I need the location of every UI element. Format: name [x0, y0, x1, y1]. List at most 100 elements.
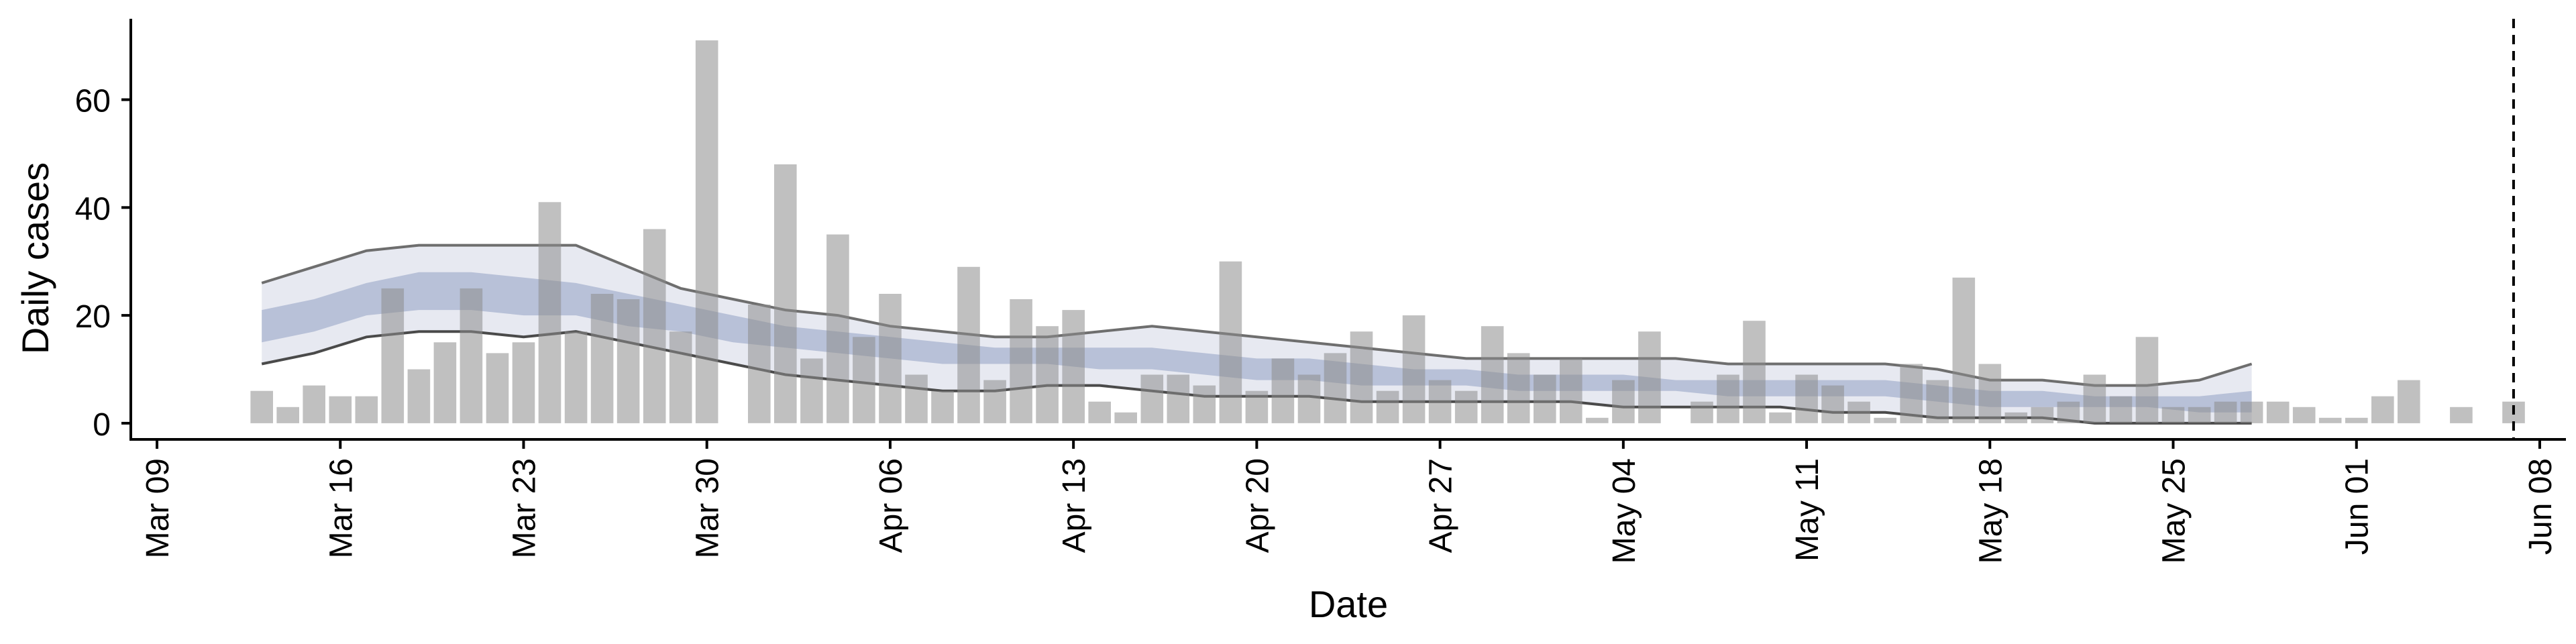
bar-2020-05-23 — [2109, 396, 2133, 423]
bar-2020-03-27 — [616, 299, 640, 423]
bar-2020-04-19 — [1219, 261, 1242, 423]
x-tick-label-10: May 18 — [1973, 458, 2008, 564]
bar-2020-04-26 — [1402, 315, 1426, 423]
bar-2020-05-30 — [2292, 407, 2316, 423]
axes: 0 20 40 60 Mar 09 Mar 16 Mar 23 Mar 30 Apr 06 Apr… — [75, 19, 2566, 564]
bar-2020-03-15 — [303, 385, 325, 423]
bar-2020-03-20 — [433, 342, 457, 423]
bar-2020-04-08 — [931, 390, 954, 423]
bar-2020-04-30 — [1507, 353, 1530, 423]
bar-2020-06-03 — [2398, 380, 2420, 423]
bar-2020-04-18 — [1193, 385, 1216, 423]
bar-2020-05-22 — [2083, 374, 2106, 423]
bar-2020-05-21 — [2057, 401, 2080, 423]
bar-2020-03-14 — [276, 407, 299, 423]
bar-2020-04-20 — [1245, 390, 1269, 423]
x-tick-label-0: Mar 09 — [140, 458, 176, 558]
bar-2020-04-16 — [1140, 374, 1164, 423]
bar-2020-04-02 — [774, 164, 797, 423]
y-tick-label-0: 0 — [93, 407, 111, 443]
bar-2020-05-24 — [2135, 337, 2159, 423]
bar-2020-05-16 — [1926, 380, 1949, 423]
bar-2020-04-03 — [800, 358, 823, 423]
bar-2020-05-04 — [1612, 380, 1635, 423]
x-tick-label-9: May 11 — [1790, 458, 1825, 561]
bar-2020-03-21 — [460, 288, 483, 423]
bar-2020-03-23 — [512, 342, 535, 423]
bar-2020-03-30 — [695, 40, 718, 423]
bar-2020-05-26 — [2188, 407, 2211, 423]
bar-2020-03-19 — [407, 369, 431, 423]
bar-2020-05-29 — [2266, 401, 2290, 423]
x-tick-label-2: Mar 23 — [507, 458, 543, 558]
bar-2020-05-14 — [1874, 417, 1896, 423]
bar-2020-06-02 — [2371, 396, 2394, 423]
bar-2020-04-22 — [1297, 374, 1321, 423]
bar-2020-05-07 — [1690, 401, 1713, 423]
bar-2020-05-18 — [1978, 364, 2002, 423]
bar-2020-03-17 — [355, 396, 378, 423]
bar-2020-03-24 — [538, 202, 561, 423]
bar-2020-04-06 — [879, 294, 902, 423]
bar-2020-04-05 — [853, 337, 875, 423]
bar-2020-04-29 — [1481, 326, 1504, 423]
bar-2020-03-25 — [564, 331, 588, 423]
bar-2020-03-28 — [643, 229, 666, 423]
bar-2020-03-16 — [329, 396, 352, 423]
x-tick-label-12: Jun 01 — [2340, 458, 2375, 555]
bar-2020-04-27 — [1428, 380, 1452, 423]
bar-2020-05-27 — [2214, 401, 2237, 423]
bar-2020-05-19 — [2004, 412, 2028, 423]
x-tick-label-13: Jun 08 — [2523, 458, 2559, 555]
bar-2020-03-29 — [669, 331, 692, 423]
bar-2020-05-01 — [1534, 374, 1556, 423]
bar-2020-05-28 — [2240, 401, 2263, 423]
bar-2020-05-17 — [1952, 277, 1976, 423]
bar-2020-03-13 — [250, 390, 273, 423]
bar-2020-04-17 — [1167, 374, 1190, 423]
bar-2020-05-20 — [2031, 407, 2054, 423]
bar-2020-03-18 — [381, 288, 405, 423]
x-tick-label-7: Apr 27 — [1424, 458, 1459, 553]
bar-2020-05-08 — [1717, 374, 1739, 423]
bar-2020-04-07 — [905, 374, 928, 423]
daily-case-bars — [250, 40, 2525, 423]
bar-2020-05-31 — [2318, 417, 2342, 423]
x-tick-label-4: Apr 06 — [873, 458, 909, 553]
bar-2020-04-25 — [1376, 390, 1399, 423]
x-tick-label-3: Mar 30 — [690, 458, 726, 558]
bar-2020-04-15 — [1114, 412, 1137, 423]
bar-2020-05-05 — [1638, 331, 1661, 423]
bar-2020-03-26 — [590, 294, 614, 423]
bar-2020-03-22 — [486, 353, 509, 423]
bar-2020-04-13 — [1062, 310, 1085, 423]
bar-2020-05-10 — [1769, 412, 1792, 423]
bar-2020-05-15 — [1900, 364, 1923, 423]
x-tick-label-6: Apr 20 — [1240, 458, 1275, 553]
y-axis-label: Daily cases — [14, 162, 56, 354]
x-tick-label-8: May 04 — [1607, 458, 1642, 564]
x-tick-label-11: May 25 — [2157, 458, 2192, 564]
bar-2020-04-04 — [826, 234, 849, 423]
bar-2020-04-28 — [1454, 390, 1478, 423]
bar-2020-05-09 — [1743, 321, 1766, 423]
x-tick-label-5: Apr 13 — [1057, 458, 1092, 553]
x-tick-label-1: Mar 16 — [323, 458, 359, 558]
bar-2020-04-11 — [1010, 299, 1032, 423]
y-tick-label-40: 40 — [75, 191, 111, 227]
bar-2020-04-09 — [957, 266, 980, 423]
bar-2020-04-10 — [983, 380, 1006, 423]
bar-2020-05-13 — [1847, 401, 1870, 423]
y-tick-label-60: 60 — [75, 84, 111, 119]
y-tick-label-20: 20 — [75, 299, 111, 335]
bar-2020-06-01 — [2345, 417, 2368, 423]
bar-2020-04-24 — [1350, 331, 1373, 423]
bar-2020-04-01 — [748, 305, 771, 423]
bar-2020-04-14 — [1088, 401, 1111, 423]
bar-2020-05-11 — [1795, 374, 1818, 423]
bar-2020-05-02 — [1560, 358, 1582, 423]
bar-2020-05-03 — [1586, 417, 1609, 423]
bar-2020-05-12 — [1821, 385, 1844, 423]
bar-2020-04-12 — [1036, 326, 1059, 423]
